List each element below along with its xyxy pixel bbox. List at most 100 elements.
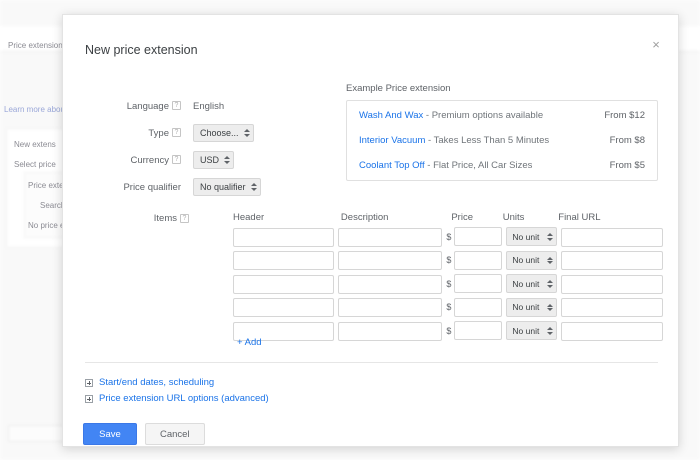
example-row-text: Interior Vacuum - Takes Less Than 5 Minu…: [359, 135, 610, 146]
example-row: Wash And Wax - Premium options available…: [347, 103, 657, 128]
currency-symbol: $: [446, 278, 452, 289]
background-text: Price extensions: [8, 41, 67, 50]
save-button[interactable]: Save: [83, 423, 137, 445]
example-row: Interior Vacuum - Takes Less Than 5 Minu…: [347, 128, 657, 153]
select-price-qualifier[interactable]: No qualifier: [193, 178, 261, 196]
item-row: $ No unit: [233, 250, 663, 270]
currency-symbol: $: [446, 325, 452, 336]
example-row-header[interactable]: Wash And Wax: [359, 110, 424, 121]
field-label-language: Language?: [63, 101, 185, 112]
item-units-select[interactable]: No unit: [506, 297, 557, 317]
item-row: $ No unit: [233, 274, 663, 294]
item-header-input[interactable]: [233, 274, 335, 294]
cancel-button[interactable]: Cancel: [145, 423, 205, 445]
items-table: Header Description Price Units Final URL…: [233, 212, 663, 345]
item-price-input[interactable]: [454, 227, 503, 247]
field-label-price-qualifier: Price qualifier: [123, 181, 181, 193]
column-header-description: Description: [340, 212, 389, 223]
item-final-url-input[interactable]: [560, 251, 663, 270]
example-row-header[interactable]: Coolant Top Off: [359, 160, 425, 171]
help-icon[interactable]: ?: [172, 128, 181, 138]
item-units-select[interactable]: No unit: [506, 274, 557, 294]
background-text: New extens: [14, 140, 56, 149]
example-row-text: Wash And Wax - Premium options available: [359, 110, 604, 121]
item-description-input[interactable]: [338, 227, 443, 247]
example-row-header[interactable]: Interior Vacuum: [359, 135, 426, 146]
expander-scheduling[interactable]: Start/end dates, scheduling: [85, 377, 214, 388]
close-icon[interactable]: ×: [652, 37, 660, 52]
item-header-input[interactable]: [233, 227, 335, 247]
expander-url-options[interactable]: Price extension URL options (advanced): [85, 393, 269, 404]
currency-symbol: $: [446, 255, 452, 266]
plus-icon: [85, 378, 93, 387]
item-price-input[interactable]: [454, 321, 503, 341]
item-units-value: No unit: [512, 325, 540, 336]
items-label: Items?: [63, 213, 189, 224]
item-header-input[interactable]: [233, 251, 335, 270]
item-row: $ No unit: [233, 297, 663, 317]
item-description-input[interactable]: [338, 274, 443, 294]
example-row-text: Coolant Top Off - Flat Price, All Car Si…: [359, 160, 610, 171]
example-panel-title: Example Price extension: [346, 83, 451, 94]
item-header-input[interactable]: [233, 298, 335, 317]
item-description-input[interactable]: [338, 321, 443, 341]
example-row-description: - Flat Price, All Car Sizes: [424, 160, 533, 171]
items-table-header: Header Description Price Units Final URL: [233, 212, 663, 223]
background-text: No price ext: [28, 221, 71, 230]
spinner-icon: [546, 233, 553, 241]
field-row-type: Type? Choose...: [63, 120, 363, 146]
background-text: Search: P: [40, 201, 76, 210]
select-type[interactable]: Choose...: [193, 124, 254, 142]
item-units-select[interactable]: No unit: [506, 321, 557, 341]
new-price-extension-dialog: New price extension × Language? English Ty…: [62, 14, 679, 447]
example-row-price: From $12: [604, 110, 645, 121]
field-label-currency: Currency?: [63, 155, 185, 166]
field-row-language: Language? English: [63, 93, 363, 119]
column-header-final-url: Final URL: [558, 212, 601, 223]
spinner-icon: [546, 256, 553, 264]
help-icon[interactable]: ?: [180, 213, 189, 223]
select-value-currency: USD: [200, 155, 220, 165]
items-label-text: Items: [153, 213, 177, 224]
item-description-input[interactable]: [338, 251, 443, 270]
background-text: Price extens: [28, 181, 73, 190]
item-units-select[interactable]: No unit: [506, 227, 557, 247]
item-price-input[interactable]: [454, 297, 503, 317]
item-units-select[interactable]: No unit: [506, 250, 557, 270]
field-row-price-qualifier: Price qualifier No qualifier: [63, 174, 363, 200]
item-final-url-input[interactable]: [560, 298, 663, 317]
example-row-price: From $8: [609, 135, 645, 146]
item-final-url-input[interactable]: [560, 274, 663, 294]
spinner-icon: [546, 327, 553, 335]
item-price-input[interactable]: [454, 250, 503, 270]
column-header-units: Units: [502, 212, 525, 223]
spinner-icon: [250, 183, 257, 191]
item-row: $ No unit: [233, 321, 663, 341]
example-rows: Wash And Wax - Premium options available…: [346, 100, 658, 181]
item-units-value: No unit: [512, 231, 540, 242]
settings-form: Language? English Type? Choose... Currency? U…: [63, 93, 363, 201]
help-icon[interactable]: ?: [172, 155, 181, 165]
item-final-url-input[interactable]: [560, 227, 663, 247]
currency-symbol: $: [446, 302, 452, 313]
item-header-input[interactable]: [233, 321, 335, 341]
example-row-description: - Takes Less Than 5 Minutes: [425, 135, 550, 146]
items-rows: $ No unit $ No unit $ No unit $ No unit $ No unit: [233, 227, 663, 341]
item-final-url-input[interactable]: [560, 321, 663, 341]
background-text[interactable]: Learn more about: [4, 105, 68, 114]
add-item-link[interactable]: + Add: [237, 337, 262, 348]
item-units-value: No unit: [512, 255, 540, 266]
dialog-footer: Save Cancel: [83, 423, 205, 445]
item-description-input[interactable]: [338, 298, 443, 317]
field-label-type: Type?: [63, 128, 185, 139]
spinner-icon: [546, 280, 553, 288]
help-icon[interactable]: ?: [172, 101, 181, 111]
item-row: $ No unit: [233, 227, 663, 247]
select-currency[interactable]: USD: [193, 151, 235, 169]
example-row: Coolant Top Off - Flat Price, All Car Si…: [347, 153, 657, 178]
example-panel: Example Price extension Wash And Wax - P…: [346, 83, 658, 181]
expander-url-options-label: Price extension URL options (advanced): [99, 393, 269, 404]
item-price-input[interactable]: [454, 274, 503, 294]
background-text: Select price: [14, 160, 56, 169]
